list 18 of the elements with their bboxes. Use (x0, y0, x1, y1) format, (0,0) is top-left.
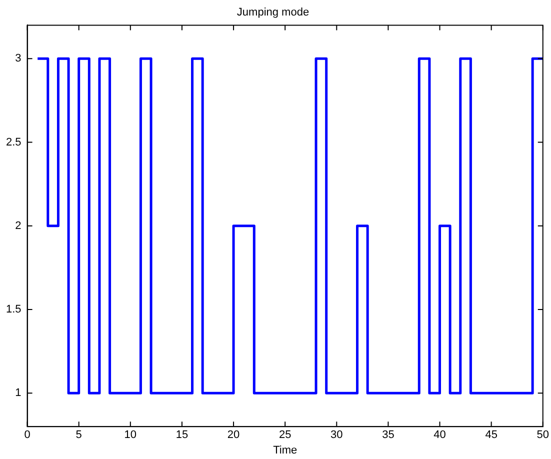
y-tick-label: 1.5 (6, 304, 22, 316)
x-tick-label: 5 (76, 429, 82, 442)
x-tick-label: 10 (124, 429, 137, 442)
x-tick-label: 35 (382, 429, 394, 442)
y-tick-label: 3 (15, 52, 22, 65)
x-tick-label: 50 (536, 429, 550, 442)
chart-title: Jumping mode (236, 6, 310, 19)
x-tick-label: 40 (434, 429, 446, 442)
y-tick-label: 2.5 (6, 136, 22, 148)
x-tick-label: 30 (330, 429, 343, 442)
x-tick-label: 45 (485, 429, 498, 442)
x-tick-label: 15 (176, 429, 188, 442)
y-tick-label: 2 (15, 220, 22, 232)
y-tick-label: 1 (15, 387, 22, 400)
x-tick-label: 25 (278, 429, 292, 442)
x-tick-label: 0 (24, 429, 30, 442)
x-tick-label: 20 (227, 429, 240, 442)
x-axis-title: Time (273, 444, 298, 456)
